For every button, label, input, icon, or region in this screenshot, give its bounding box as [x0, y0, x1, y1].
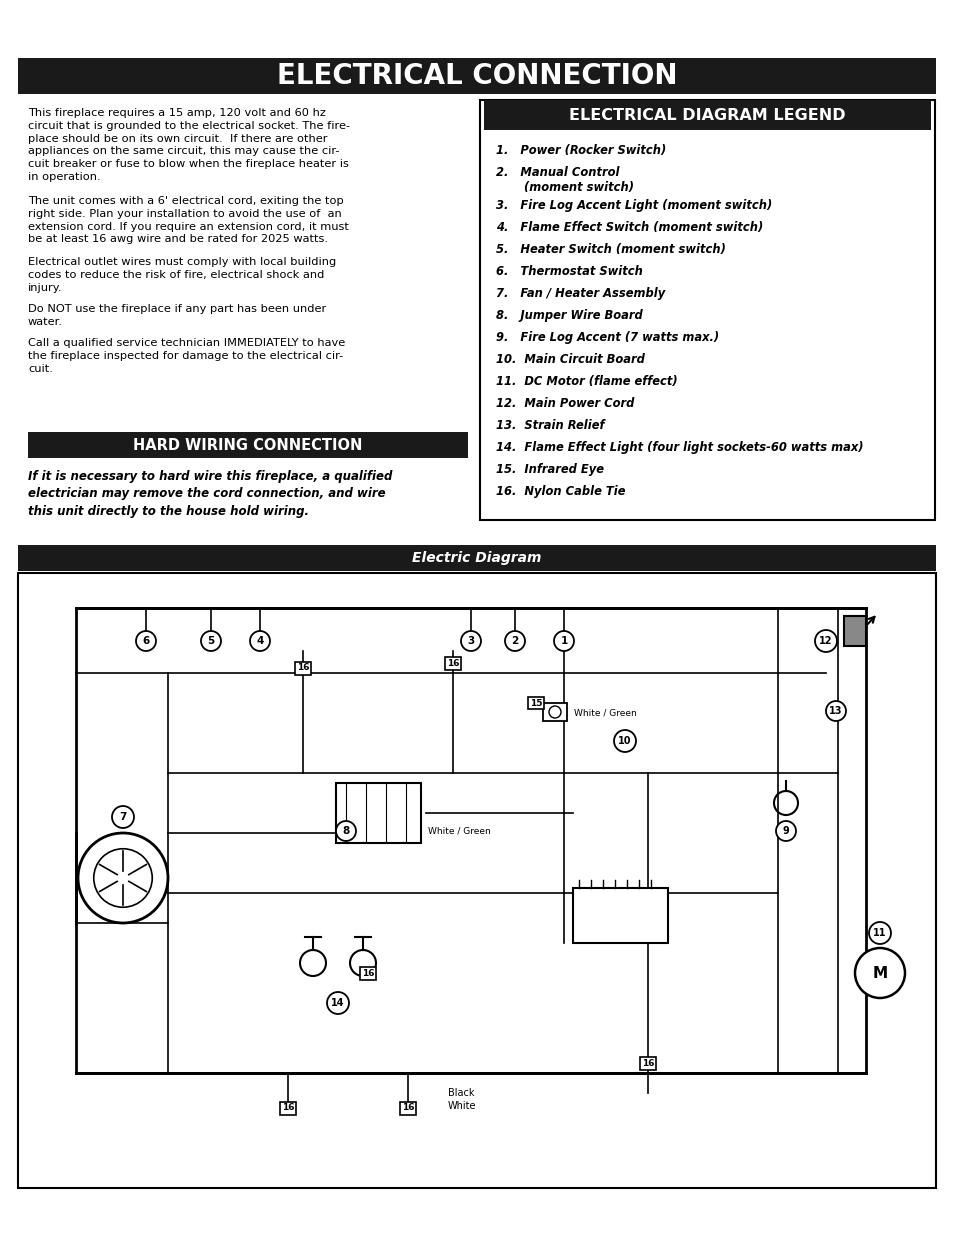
Circle shape — [78, 832, 168, 923]
Text: The unit comes with a 6' electrical cord, exiting the top
right side. Plan your : The unit comes with a 6' electrical cord… — [28, 196, 349, 245]
FancyBboxPatch shape — [573, 888, 667, 944]
Text: 3: 3 — [467, 636, 475, 646]
Text: 14: 14 — [331, 998, 344, 1008]
Text: White / Green: White / Green — [574, 709, 636, 718]
Text: 10: 10 — [618, 736, 631, 746]
FancyBboxPatch shape — [294, 662, 311, 674]
Text: 16: 16 — [361, 968, 374, 977]
Text: 12.  Main Power Cord: 12. Main Power Cord — [496, 396, 634, 410]
Text: 7.   Fan / Heater Assembly: 7. Fan / Heater Assembly — [496, 287, 664, 300]
Text: 9: 9 — [781, 826, 788, 836]
FancyBboxPatch shape — [479, 100, 934, 520]
Circle shape — [250, 631, 270, 651]
Text: 4: 4 — [256, 636, 263, 646]
Text: 13.  Strain Relief: 13. Strain Relief — [496, 419, 604, 432]
Circle shape — [614, 730, 636, 752]
Circle shape — [335, 821, 355, 841]
Text: If it is necessary to hard wire this fireplace, a qualified
electrician may remo: If it is necessary to hard wire this fir… — [28, 471, 392, 517]
Text: 6.   Thermostat Switch: 6. Thermostat Switch — [496, 266, 642, 278]
Text: ELECTRICAL DIAGRAM LEGEND: ELECTRICAL DIAGRAM LEGEND — [569, 107, 845, 122]
FancyBboxPatch shape — [18, 545, 935, 571]
Circle shape — [136, 631, 156, 651]
Text: White: White — [448, 1100, 476, 1112]
Circle shape — [112, 806, 133, 827]
Text: 3.   Fire Log Accent Light (moment switch): 3. Fire Log Accent Light (moment switch) — [496, 199, 771, 212]
FancyBboxPatch shape — [843, 616, 865, 646]
Circle shape — [775, 821, 795, 841]
Text: 5: 5 — [207, 636, 214, 646]
FancyBboxPatch shape — [18, 573, 935, 1188]
Text: 16: 16 — [281, 1104, 294, 1113]
FancyBboxPatch shape — [335, 783, 420, 844]
Circle shape — [868, 923, 890, 944]
Text: 16: 16 — [641, 1058, 654, 1067]
Text: 8.   Jumper Wire Board: 8. Jumper Wire Board — [496, 309, 642, 322]
Text: 1: 1 — [559, 636, 567, 646]
Text: 13: 13 — [828, 706, 841, 716]
Text: 12: 12 — [819, 636, 832, 646]
FancyBboxPatch shape — [444, 657, 460, 669]
Circle shape — [814, 630, 836, 652]
Text: 11.  DC Motor (flame effect): 11. DC Motor (flame effect) — [496, 375, 677, 388]
Text: ELECTRICAL CONNECTION: ELECTRICAL CONNECTION — [276, 62, 677, 90]
Text: 16: 16 — [401, 1104, 414, 1113]
Text: 5.   Heater Switch (moment switch): 5. Heater Switch (moment switch) — [496, 243, 725, 256]
Circle shape — [327, 992, 349, 1014]
FancyBboxPatch shape — [359, 967, 375, 979]
Text: 2: 2 — [511, 636, 518, 646]
Text: M: M — [872, 966, 886, 981]
FancyBboxPatch shape — [483, 100, 930, 130]
FancyBboxPatch shape — [527, 697, 543, 709]
Text: 9.   Fire Log Accent (7 watts max.): 9. Fire Log Accent (7 watts max.) — [496, 331, 719, 345]
Text: 16.  Nylon Cable Tie: 16. Nylon Cable Tie — [496, 485, 625, 498]
FancyBboxPatch shape — [399, 1102, 416, 1114]
Circle shape — [201, 631, 221, 651]
FancyBboxPatch shape — [639, 1056, 656, 1070]
Circle shape — [854, 948, 904, 998]
Text: Electrical outlet wires must comply with local building
codes to reduce the risk: Electrical outlet wires must comply with… — [28, 257, 335, 293]
Text: 1.   Power (Rocker Switch): 1. Power (Rocker Switch) — [496, 144, 665, 157]
FancyBboxPatch shape — [542, 703, 566, 721]
Text: Do NOT use the fireplace if any part has been under
water.: Do NOT use the fireplace if any part has… — [28, 305, 326, 327]
Text: HARD WIRING CONNECTION: HARD WIRING CONNECTION — [133, 437, 362, 452]
Text: 10.  Main Circuit Board: 10. Main Circuit Board — [496, 353, 644, 366]
Text: Black: Black — [448, 1088, 474, 1098]
Text: Call a qualified service technician IMMEDIATELY to have
the fireplace inspected : Call a qualified service technician IMME… — [28, 338, 345, 374]
Circle shape — [825, 701, 845, 721]
Text: 16: 16 — [296, 663, 309, 673]
Text: 6: 6 — [142, 636, 150, 646]
Text: 8: 8 — [342, 826, 349, 836]
Text: 15.  Infrared Eye: 15. Infrared Eye — [496, 463, 603, 475]
Circle shape — [554, 631, 574, 651]
Circle shape — [460, 631, 480, 651]
Text: Electric Diagram: Electric Diagram — [412, 551, 541, 564]
Text: 14.  Flame Effect Light (four light sockets-60 watts max): 14. Flame Effect Light (four light socke… — [496, 441, 862, 454]
Text: White / Green: White / Green — [428, 826, 490, 836]
Text: 15: 15 — [529, 699, 541, 708]
Text: This fireplace requires a 15 amp, 120 volt and 60 hz
circuit that is grounded to: This fireplace requires a 15 amp, 120 vo… — [28, 107, 350, 182]
Text: 2.   Manual Control
       (moment switch): 2. Manual Control (moment switch) — [496, 165, 634, 194]
FancyBboxPatch shape — [28, 432, 468, 458]
Circle shape — [504, 631, 524, 651]
Text: 11: 11 — [872, 927, 886, 939]
Text: 7: 7 — [119, 811, 127, 823]
Text: 4.   Flame Effect Switch (moment switch): 4. Flame Effect Switch (moment switch) — [496, 221, 762, 233]
Text: 16: 16 — [446, 658, 458, 667]
FancyBboxPatch shape — [18, 58, 935, 94]
FancyBboxPatch shape — [280, 1102, 295, 1114]
